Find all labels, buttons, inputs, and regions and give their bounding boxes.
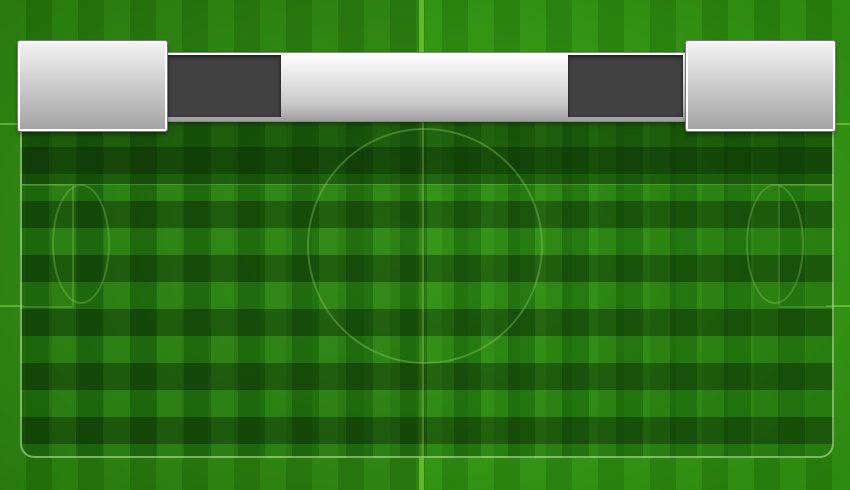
field-line-right-top xyxy=(826,123,850,125)
field-line-right-bottom xyxy=(826,305,850,307)
penalty-arc-left xyxy=(52,184,110,304)
penalty-box-left xyxy=(22,184,74,308)
home-score-box xyxy=(166,55,281,117)
penalty-box-right xyxy=(778,184,832,308)
scoreboard xyxy=(18,41,835,131)
pitch-overlay-panel xyxy=(20,118,834,458)
field-line-left-top xyxy=(0,123,24,125)
field-line-left-bottom xyxy=(0,305,24,307)
away-score-box xyxy=(568,55,683,117)
penalty-arc-right xyxy=(746,184,804,304)
away-team-panel xyxy=(686,41,835,131)
home-team-panel xyxy=(18,41,167,131)
center-circle xyxy=(307,128,543,364)
